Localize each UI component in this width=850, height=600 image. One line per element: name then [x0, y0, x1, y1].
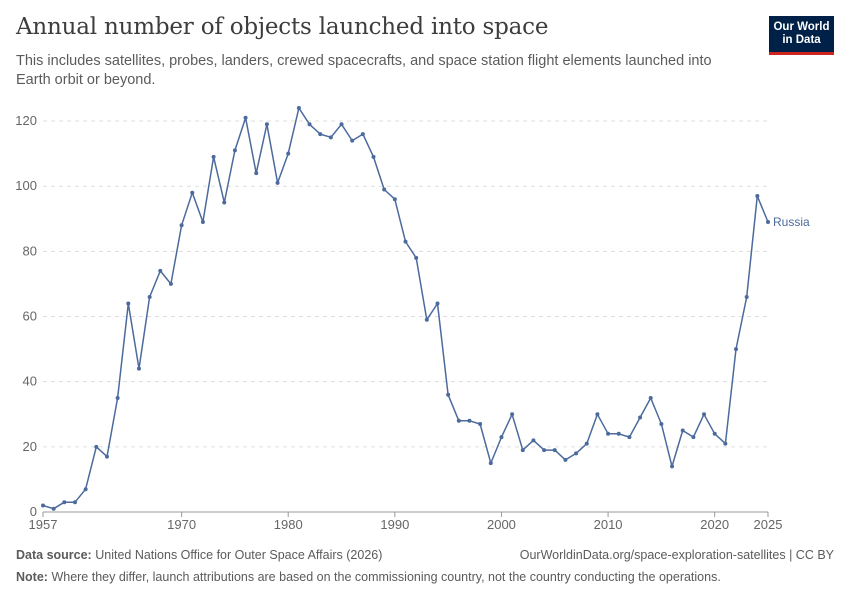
- data-point: [382, 187, 387, 192]
- data-point: [414, 255, 419, 260]
- data-point: [222, 200, 227, 205]
- data-point: [232, 148, 237, 153]
- x-tick-label: 2010: [594, 517, 623, 532]
- data-point: [670, 464, 675, 469]
- data-point: [360, 132, 365, 137]
- data-point: [499, 435, 504, 440]
- data-point: [94, 444, 99, 449]
- y-tick-label: 100: [15, 178, 37, 193]
- data-point: [520, 448, 525, 453]
- logo-line-2: in Data: [782, 34, 821, 46]
- data-point: [211, 154, 216, 159]
- data-point: [62, 500, 67, 505]
- chart-title: Annual number of objects launched into s…: [16, 14, 549, 40]
- x-tick-label: 1957: [29, 517, 58, 532]
- data-point: [286, 151, 291, 156]
- data-point: [723, 441, 728, 446]
- data-point: [115, 395, 120, 400]
- data-point: [51, 506, 56, 511]
- x-tick-label: 1990: [380, 517, 409, 532]
- source-label: Data source:: [16, 548, 92, 562]
- data-point: [307, 122, 312, 127]
- data-point: [510, 412, 515, 417]
- data-point: [104, 454, 109, 459]
- data-point: [755, 193, 760, 198]
- data-point: [702, 412, 707, 417]
- logo-line-1: Our World: [773, 21, 830, 33]
- y-tick-label: 40: [23, 374, 37, 389]
- data-point: [275, 180, 280, 185]
- y-tick-label: 120: [15, 113, 37, 128]
- data-point: [712, 431, 717, 436]
- data-point: [691, 435, 696, 440]
- data-point: [264, 122, 269, 127]
- data-point: [531, 438, 536, 443]
- data-point: [179, 223, 184, 228]
- data-point: [254, 171, 259, 176]
- data-point: [136, 366, 141, 371]
- footer-source: Data source: United Nations Office for O…: [16, 548, 834, 562]
- data-point: [158, 268, 163, 273]
- data-point: [542, 448, 547, 453]
- data-point: [328, 135, 333, 140]
- source-text: United Nations Office for Outer Space Af…: [95, 548, 383, 562]
- data-point: [478, 422, 483, 427]
- data-point: [467, 418, 472, 423]
- note-text: Where they differ, launch attributions a…: [51, 570, 721, 584]
- data-point: [627, 435, 632, 440]
- data-point: [574, 451, 579, 456]
- source-link[interactable]: OurWorldinData.org/space-exploration-sat…: [519, 548, 834, 562]
- data-point: [403, 239, 408, 244]
- data-point: [168, 281, 173, 286]
- x-tick-label: 2025: [754, 517, 783, 532]
- data-point: [680, 428, 685, 433]
- data-point: [435, 301, 440, 306]
- data-point: [350, 138, 355, 143]
- owid-logo[interactable]: Our World in Data: [769, 16, 834, 55]
- data-point: [584, 441, 589, 446]
- data-point: [339, 122, 344, 127]
- data-point: [41, 503, 45, 508]
- y-tick-label: 80: [23, 243, 37, 258]
- y-tick-label: 0: [30, 504, 37, 519]
- x-tick-label: 1980: [274, 517, 303, 532]
- data-point: [552, 448, 557, 453]
- data-point: [648, 395, 653, 400]
- data-point: [296, 106, 301, 110]
- data-point: [638, 415, 643, 420]
- data-point: [456, 418, 461, 423]
- series-label: Russia: [773, 215, 810, 229]
- note-label: Note:: [16, 570, 48, 584]
- data-point: [190, 190, 195, 195]
- data-point: [744, 294, 749, 299]
- data-point: [200, 220, 205, 225]
- data-point: [424, 317, 429, 322]
- data-point: [72, 500, 77, 505]
- footer-note: Note: Where they differ, launch attribut…: [16, 570, 834, 584]
- data-point: [147, 294, 152, 299]
- data-point: [616, 431, 621, 436]
- y-tick-label: 60: [23, 309, 37, 324]
- data-point: [243, 115, 248, 120]
- data-point: [606, 431, 611, 436]
- line-chart: 0 20 40 60 80 100 120 1957 1970 1980 1990 2000 2010 2…: [15, 106, 810, 532]
- data-point: [488, 461, 493, 466]
- data-point: [371, 154, 376, 159]
- data-point: [392, 197, 397, 202]
- data-point: [766, 220, 770, 225]
- data-point: [83, 487, 88, 492]
- x-tick-label: 2000: [487, 517, 516, 532]
- chart-subtitle: This includes satellites, probes, lander…: [16, 53, 712, 88]
- x-tick-label: 1970: [167, 517, 196, 532]
- data-point: [563, 457, 568, 462]
- data-point: [595, 412, 600, 417]
- x-tick-label: 2020: [700, 517, 729, 532]
- data-point: [659, 422, 664, 427]
- series-line-russia: [42, 107, 769, 510]
- data-point: [446, 392, 451, 397]
- data-point: [734, 347, 739, 352]
- y-tick-label: 20: [23, 439, 37, 454]
- data-point: [126, 301, 131, 306]
- data-point: [318, 132, 323, 137]
